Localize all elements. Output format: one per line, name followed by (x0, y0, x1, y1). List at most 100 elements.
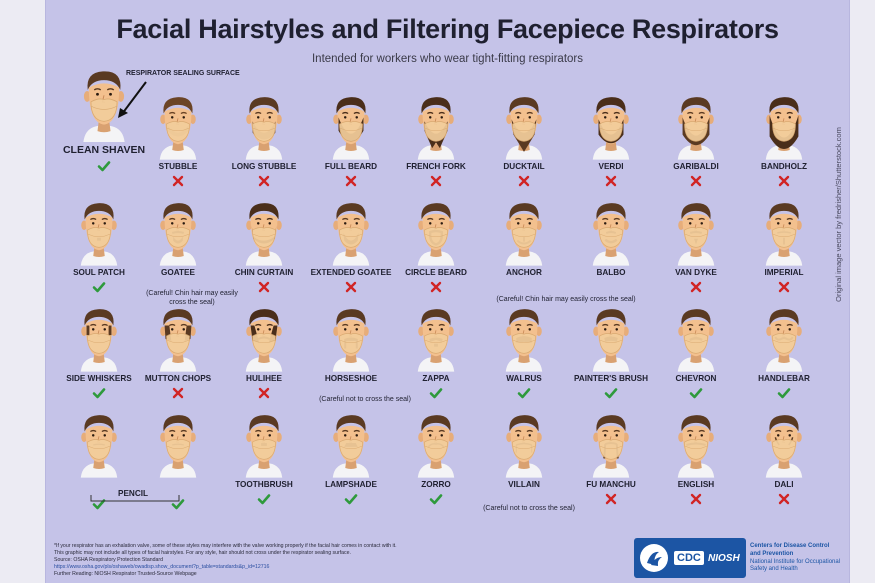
hairstyle-label: IMPERIAL (764, 268, 804, 277)
hairstyle-label: CIRCLE BEARD (405, 268, 467, 277)
pencil-label: PENCIL (118, 489, 149, 498)
face-illustration (80, 415, 118, 478)
hairstyle-card-long-stubble: LONG STUBBLE (214, 92, 314, 188)
footer-source-link[interactable]: https://www.osha.gov/pls/oshaweb/owadisp… (54, 564, 270, 571)
cross-icon (605, 175, 617, 187)
hairstyle-card-ducktail: DUCKTAIL (474, 92, 574, 188)
hairstyle-label: GOATEE (161, 268, 195, 277)
hairstyle-card-bandholz: BANDHOLZ (734, 92, 834, 188)
cross-icon (518, 175, 530, 187)
face-illustration (159, 97, 197, 160)
cdc-niosh-logo: CDC NIOSH (634, 538, 746, 578)
hairstyle-card-lampshade: LAMPSHADE (301, 410, 401, 506)
face-illustration (332, 203, 370, 266)
hairstyle-card-circle-beard: CIRCLE BEARD (386, 198, 486, 294)
face-illustration (592, 309, 630, 372)
hairstyle-label: ZAPPA (422, 374, 450, 383)
sealing-surface-label: RESPIRATOR SEALING SURFACE (126, 70, 240, 77)
footer-line-2: This graphic may not include all types o… (54, 550, 351, 557)
hairstyle-card-stubble: STUBBLE (128, 92, 228, 188)
hairstyle-label: EXTENDED GOATEE (310, 268, 392, 277)
footer-further-reading[interactable]: Further Reading: NIOSH Respirator Truste… (54, 571, 197, 578)
hairstyle-card-zorro: ZORRO (386, 410, 486, 506)
cross-icon (778, 175, 790, 187)
check-icon (171, 499, 185, 510)
hairstyle-card-verdi: VERDI (561, 92, 661, 188)
hairstyle-card-garibaldi: GARIBALDI (646, 92, 746, 188)
face-illustration (245, 309, 283, 372)
check-icon (92, 282, 106, 293)
hairstyle-label: GARIBALDI (673, 162, 719, 171)
hairstyle-label: SIDE WHISKERS (66, 374, 132, 383)
infographic-poster: Facial Hairstyles and Filtering Facepiec… (46, 0, 849, 583)
org-line-1: Centers for Disease Control (750, 543, 830, 549)
hairstyle-card-clean-shaven: CLEAN SHAVEN (49, 66, 159, 173)
hairstyle-label: FULL BEARD (324, 162, 378, 171)
hairstyle-card-handlebar: HANDLEBAR (734, 304, 834, 400)
hairstyle-card-side-whiskers: SIDE WHISKERS (49, 304, 149, 400)
hairstyle-label: STUBBLE (158, 162, 198, 171)
face-illustration (765, 309, 803, 372)
face-illustration (592, 203, 630, 266)
face-illustration (417, 415, 455, 478)
niosh-logo-text: NIOSH (708, 553, 740, 564)
hairstyle-card-dali: DALI (734, 410, 834, 506)
face-illustration (592, 97, 630, 160)
hairstyle-label: CHIN CURTAIN (234, 268, 294, 277)
hairstyle-label: LONG STUBBLE (231, 162, 297, 171)
hairstyle-card-pencil-28 (128, 410, 228, 511)
hairstyle-card-full-beard: FULL BEARD (301, 92, 401, 188)
footer-line-1: *If your respirator has an exhalation va… (54, 543, 397, 549)
face-illustration (677, 309, 715, 372)
face-illustration (332, 97, 370, 160)
anchor-balbo-note: (Careful! Chin hair may easily cross the… (496, 296, 636, 303)
hairstyle-card-mutton-chops: MUTTON CHOPS (128, 304, 228, 400)
hhs-eagle-icon (640, 544, 668, 572)
cross-icon (778, 493, 790, 505)
hairstyle-card-english: ENGLISH (646, 410, 746, 506)
horseshoe-note: (Careful not to cross the seal) (319, 396, 411, 403)
face-illustration (80, 309, 118, 372)
cdc-logo-text: CDC (674, 551, 704, 565)
face-illustration (332, 309, 370, 372)
face-illustration (332, 415, 370, 478)
hairstyle-label: FU MANCHU (586, 480, 636, 489)
org-line-3: National Institute for Occupational (750, 558, 841, 565)
hairstyle-card-hulihee: HULIHEE (214, 304, 314, 400)
cdc-org-text: Centers for Disease Control and Preventi… (750, 543, 840, 574)
face-illustration (83, 71, 125, 142)
sealing-surface-arrow (118, 81, 147, 118)
cross-icon (258, 175, 270, 187)
cross-icon (258, 281, 270, 293)
hairstyle-card-chin-curtain: CHIN CURTAIN (214, 198, 314, 294)
face-illustration (245, 97, 283, 160)
check-icon (777, 388, 791, 399)
face-illustration (417, 309, 455, 372)
hairstyle-card-fu-manchu: FU MANCHU (561, 410, 661, 506)
villain-note: (Careful not to cross the seal) (483, 505, 575, 512)
face-illustration (505, 309, 543, 372)
cross-icon (172, 175, 184, 187)
cross-icon (430, 175, 442, 187)
hairstyle-label: HORSESHOE (324, 374, 378, 383)
hairstyle-label: MUTTON CHOPS (144, 374, 212, 383)
hairstyle-label: HANDLEBAR (758, 374, 810, 383)
hairstyle-card-anchor: ANCHOR (474, 198, 574, 277)
hairstyle-card-van-dyke: VAN DYKE (646, 198, 746, 294)
face-illustration (245, 203, 283, 266)
hairstyle-label: VILLAIN (508, 480, 540, 489)
check-icon (257, 494, 271, 505)
footer-source: Source: OSHA Respiratory Protection Stan… (54, 557, 163, 564)
hairstyle-card-walrus: WALRUS (474, 304, 574, 400)
hairstyle-label: LAMPSHADE (325, 480, 377, 489)
org-line-4: Safety and Health (750, 566, 798, 573)
page-title: Facial Hairstyles and Filtering Facepiec… (116, 14, 779, 44)
hairstyle-label: VAN DYKE (675, 268, 717, 277)
cross-icon (690, 493, 702, 505)
hairstyle-label: BANDHOLZ (761, 162, 807, 171)
hairstyle-label: TOOTHBRUSH (235, 480, 293, 489)
hairstyle-card-villain: VILLAIN (474, 410, 574, 489)
check-icon (517, 388, 531, 399)
cross-icon (172, 387, 184, 399)
pencil-bracket (90, 495, 180, 502)
